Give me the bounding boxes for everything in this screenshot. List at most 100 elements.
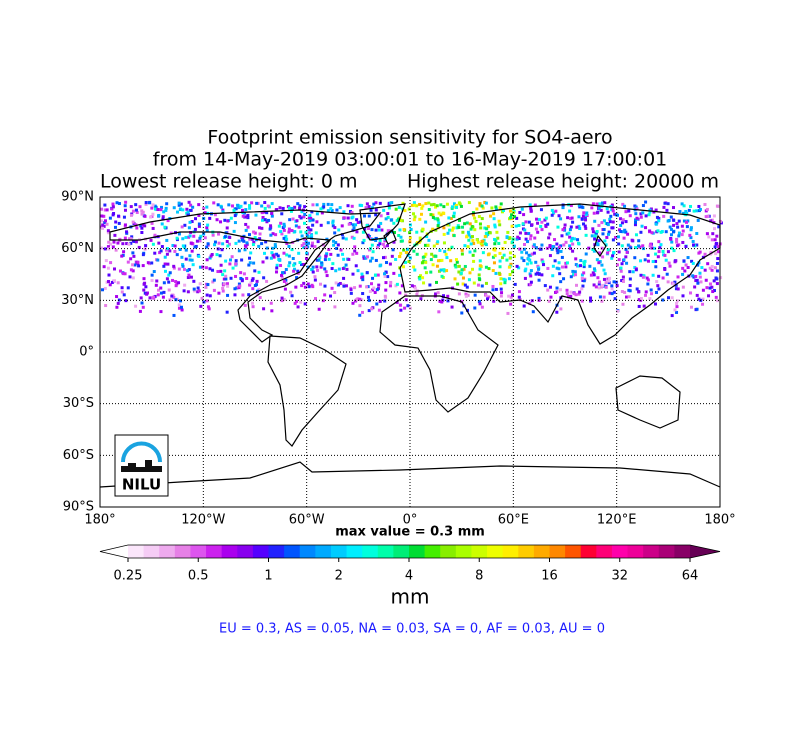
field-cell xyxy=(494,207,498,211)
field-cell xyxy=(635,216,639,220)
field-cell xyxy=(568,209,572,213)
field-cell xyxy=(298,214,302,218)
field-cell xyxy=(469,235,473,239)
field-cell xyxy=(166,247,170,251)
field-cell xyxy=(455,260,459,264)
field-cell xyxy=(103,221,107,225)
field-cell xyxy=(456,224,460,228)
sensitivity-field xyxy=(100,200,723,318)
field-cell xyxy=(408,231,412,235)
field-cell xyxy=(696,263,700,267)
field-cell xyxy=(344,263,348,267)
field-cell xyxy=(402,227,406,231)
field-cell xyxy=(530,252,534,256)
field-cell xyxy=(383,294,387,298)
field-cell xyxy=(369,259,373,263)
coastlines xyxy=(99,203,721,488)
field-cell xyxy=(172,264,176,268)
field-cell xyxy=(471,213,475,217)
field-cell xyxy=(565,288,569,292)
field-cell xyxy=(177,306,181,310)
field-cell xyxy=(303,302,307,306)
field-cell xyxy=(513,215,517,219)
lon-label: 180° xyxy=(84,513,115,528)
field-cell xyxy=(488,231,492,235)
field-cell xyxy=(568,244,572,248)
field-cell xyxy=(388,262,392,266)
field-cell xyxy=(644,226,648,230)
field-cell xyxy=(412,201,416,205)
field-cell xyxy=(183,223,187,227)
field-cell xyxy=(363,227,367,231)
field-cell xyxy=(117,298,121,302)
field-cell xyxy=(648,229,652,233)
field-cell xyxy=(509,215,513,219)
field-cell xyxy=(648,210,652,214)
field-cell xyxy=(540,258,544,262)
field-cell xyxy=(300,234,304,238)
field-cell xyxy=(502,277,506,281)
field-cell xyxy=(650,292,654,296)
field-cell xyxy=(307,285,311,289)
field-cell xyxy=(696,218,700,222)
field-cell xyxy=(399,308,403,312)
field-cell xyxy=(205,245,209,249)
field-cell xyxy=(323,284,327,288)
field-cell xyxy=(204,282,208,286)
field-cell xyxy=(123,236,127,240)
field-cell xyxy=(364,256,368,260)
field-cell xyxy=(321,299,325,303)
field-cell xyxy=(640,224,644,228)
field-cell xyxy=(165,252,169,256)
field-cell xyxy=(344,284,348,288)
field-cell xyxy=(494,205,498,209)
field-cell xyxy=(477,215,481,219)
field-cell xyxy=(186,269,190,273)
field-cell xyxy=(634,205,638,209)
field-cell xyxy=(270,211,274,215)
field-cell xyxy=(701,302,705,306)
field-cell xyxy=(597,223,601,227)
field-cell xyxy=(179,305,183,309)
field-cell xyxy=(360,204,364,208)
field-cell xyxy=(432,202,436,206)
field-cell xyxy=(254,283,258,287)
field-cell xyxy=(332,239,336,243)
field-cell xyxy=(418,202,422,206)
field-cell xyxy=(277,224,281,228)
field-cell xyxy=(442,205,446,209)
field-cell xyxy=(162,290,166,294)
field-cell xyxy=(659,243,663,247)
field-cell xyxy=(333,231,337,235)
field-cell xyxy=(712,227,716,231)
field-cell xyxy=(431,213,435,217)
field-cell xyxy=(672,206,676,210)
field-cell xyxy=(252,261,256,265)
field-cell xyxy=(331,262,335,266)
field-cell xyxy=(224,259,228,263)
field-cell xyxy=(637,244,641,248)
colorbar-segment xyxy=(487,545,504,558)
field-cell xyxy=(340,224,344,228)
field-cell xyxy=(187,273,191,277)
field-cell xyxy=(302,215,306,219)
field-cell xyxy=(561,205,565,209)
field-cell xyxy=(112,267,116,271)
field-cell xyxy=(555,290,559,294)
field-cell xyxy=(315,203,319,207)
field-cell xyxy=(232,208,236,212)
field-cell xyxy=(384,288,388,292)
field-cell xyxy=(299,230,303,234)
field-cell xyxy=(122,293,126,297)
field-cell xyxy=(439,268,443,272)
field-cell xyxy=(367,227,371,231)
field-cell xyxy=(402,265,406,269)
field-cell xyxy=(684,245,688,249)
field-cell xyxy=(300,263,304,267)
field-cell xyxy=(467,233,471,237)
field-cell xyxy=(472,259,476,263)
field-cell xyxy=(237,239,241,243)
field-cell xyxy=(115,305,119,309)
field-cell xyxy=(584,233,588,237)
field-cell xyxy=(238,284,242,288)
